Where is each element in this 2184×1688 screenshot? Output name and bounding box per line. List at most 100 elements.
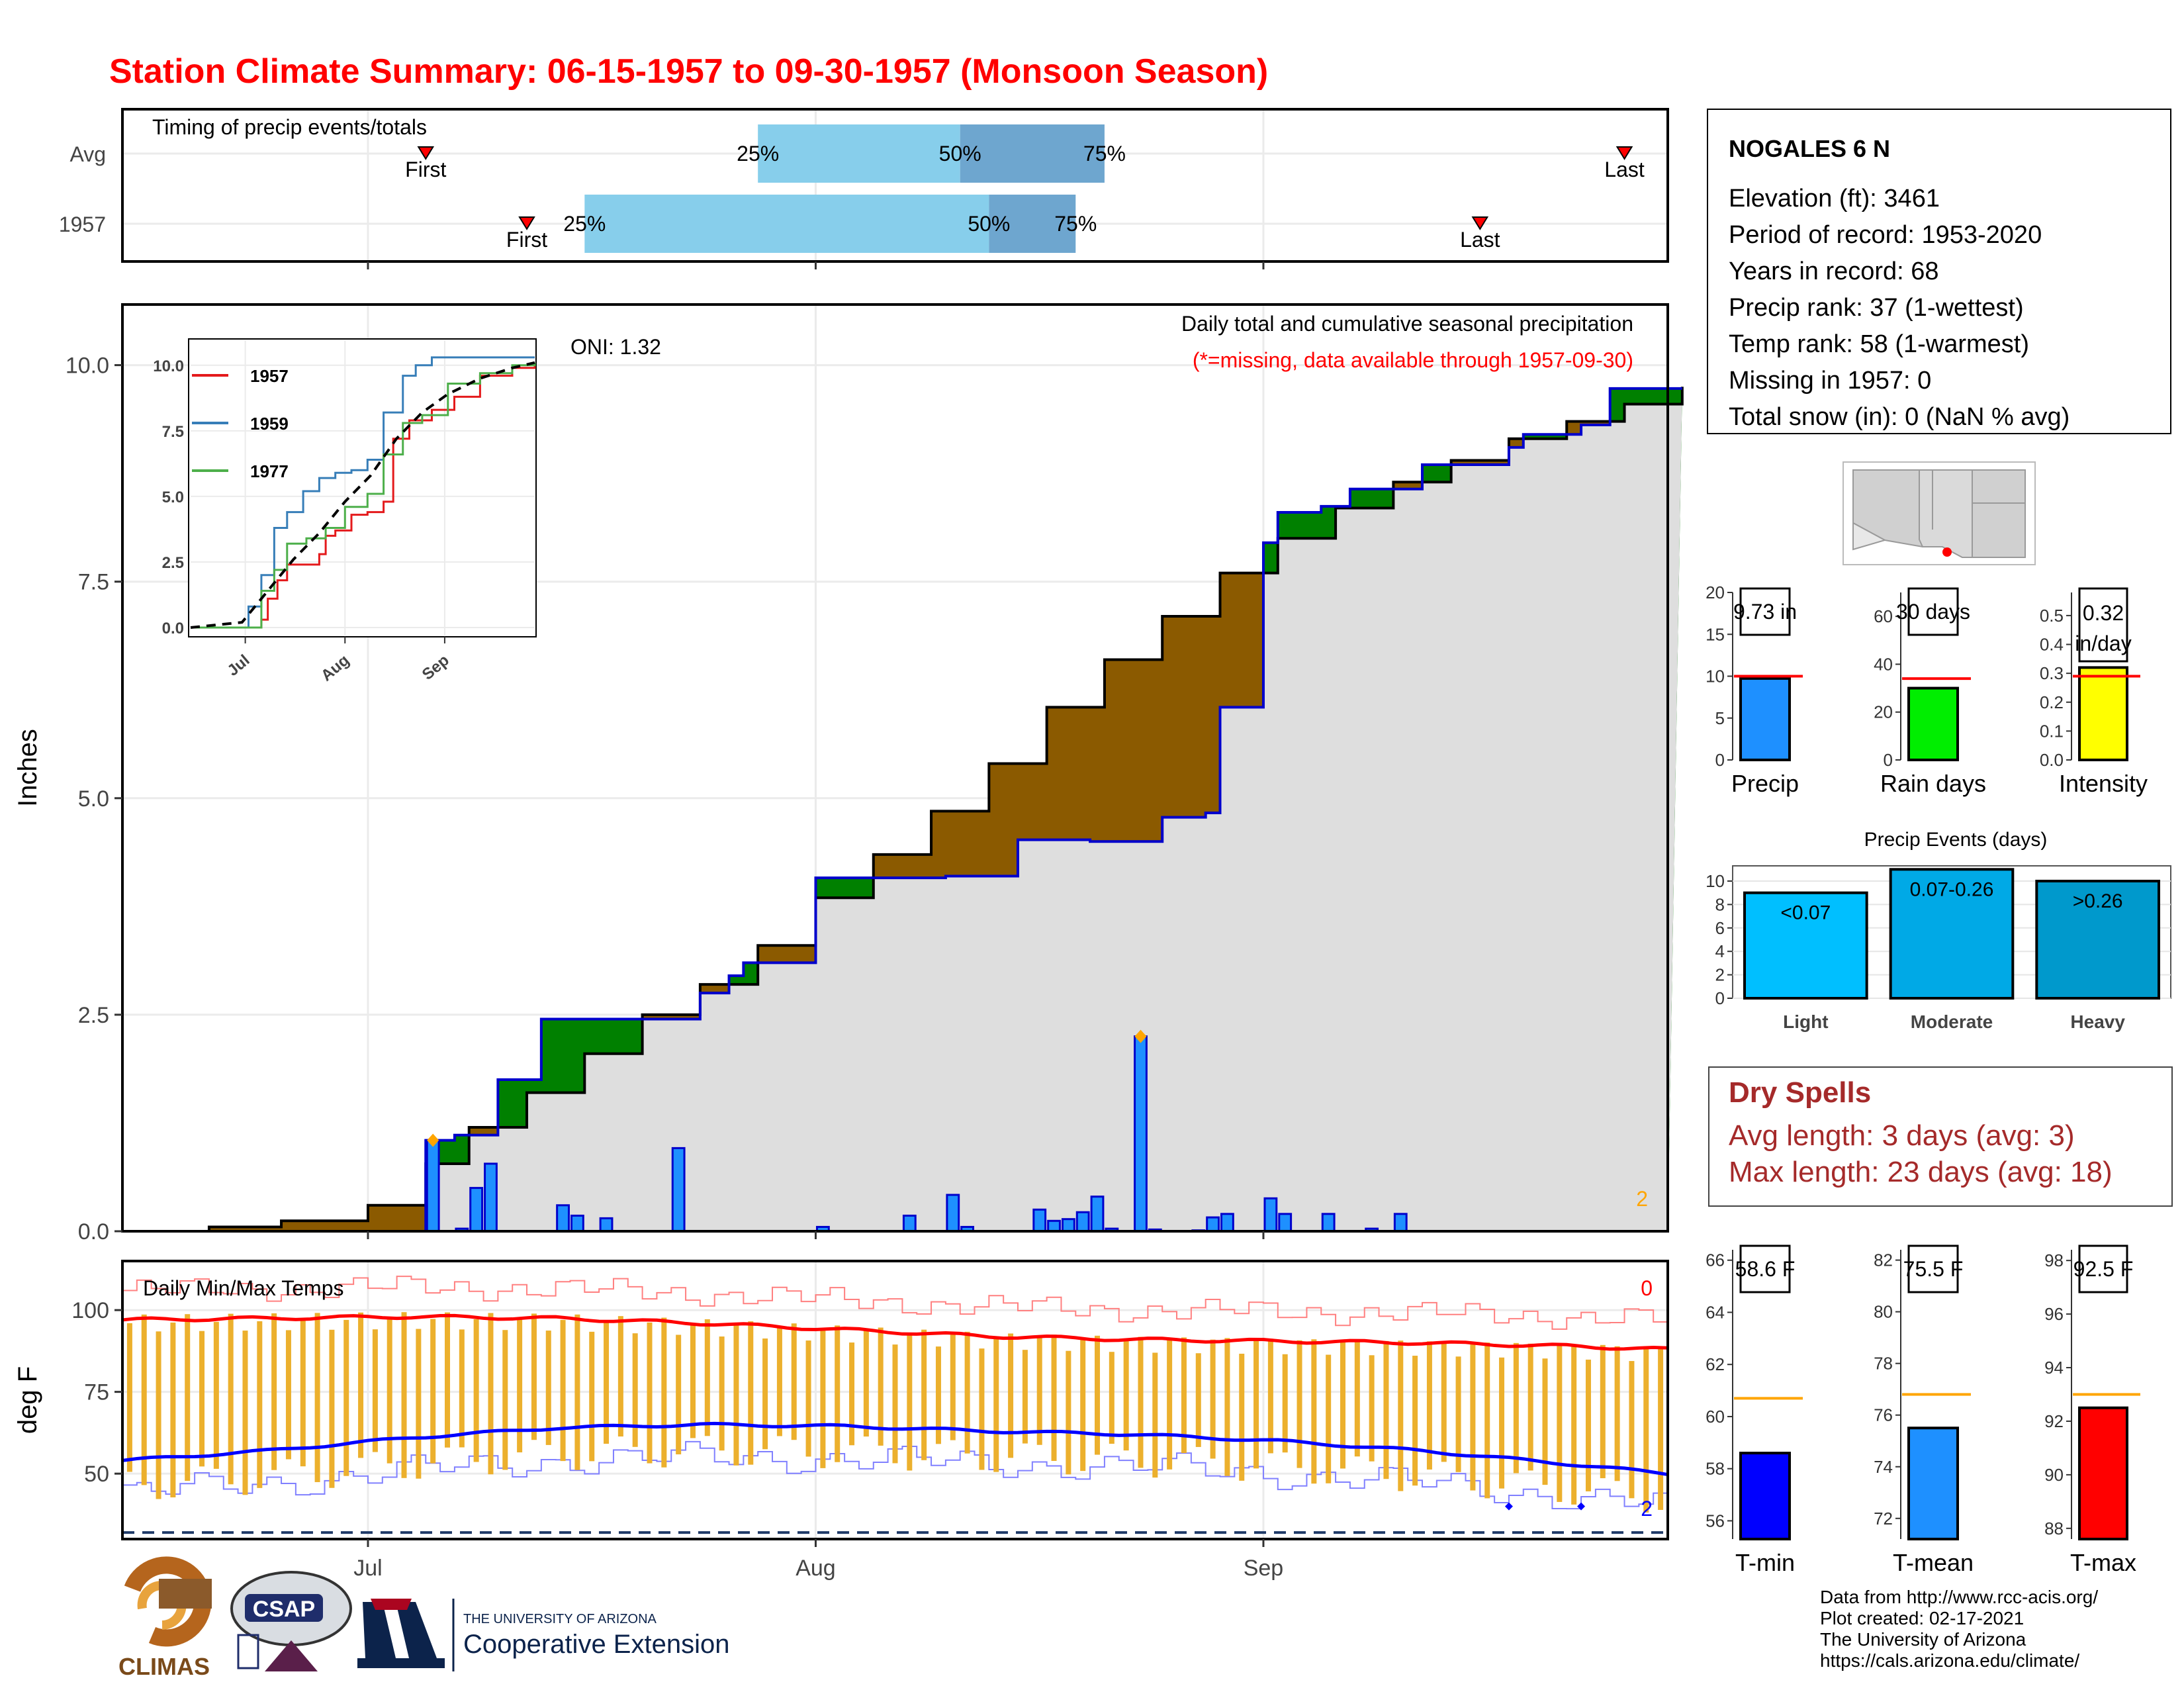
inset-legend-label: 1977 <box>250 461 289 481</box>
climas-logo: CLIMAS <box>118 1556 212 1680</box>
max-precip-marker <box>427 1133 439 1147</box>
daily-temp-bar <box>141 1314 147 1485</box>
events-category-label: Light <box>1783 1011 1828 1032</box>
events-category-label: Heavy <box>2070 1011 2125 1032</box>
rain-days-bar <box>1907 686 1959 761</box>
oni-value: ONI: 1.32 <box>570 335 661 359</box>
daily-temp-bar <box>285 1330 291 1460</box>
daily-temp-bar <box>1282 1354 1288 1453</box>
temperature-panel: 50 75 100 Daily Min/Max Temps 0 2 deg F Ju… <box>13 1260 1669 1581</box>
station-total-snow: Total snow (in): 0 (NaN % avg) <box>1729 403 2070 431</box>
daily-temp-bar <box>1614 1346 1620 1481</box>
daily-temp-bar <box>560 1319 566 1462</box>
precip-events-title: Precip Events (days) <box>1864 829 2048 851</box>
station-years: Years in record: 68 <box>1729 258 1939 285</box>
daily-temp-bar <box>690 1323 696 1438</box>
daily-temp-bar <box>358 1312 364 1458</box>
events-bar-label: 0.07-0.26 <box>1910 878 1994 900</box>
timing-first-label: First <box>506 228 547 252</box>
daily-temp-bar <box>1455 1356 1461 1472</box>
daily-precip-bar <box>1321 1213 1336 1233</box>
daily-temp-bar <box>1036 1336 1042 1445</box>
daily-temp-bar <box>1008 1333 1014 1458</box>
footer-url: https://cals.arizona.edu/climate/ <box>1820 1650 2079 1671</box>
precip-events-chart: Precip Events (days) 0 2 4 6 8 10 <0.07 Light 0.… <box>1706 829 2171 1032</box>
daily-temp-bar <box>257 1321 263 1488</box>
t-min-tick-label: 66 <box>1706 1250 1725 1270</box>
t-min-bar <box>1739 1452 1791 1540</box>
precip-tick-label: 0 <box>1715 750 1725 770</box>
daily-temp-bar <box>748 1321 754 1465</box>
t-mean-bar <box>1907 1427 1959 1540</box>
inset-y-tick-label: 5.0 <box>162 489 184 506</box>
daily-temp-bar <box>776 1327 782 1436</box>
t-max-category-label: T-max <box>2070 1549 2136 1576</box>
daily-temp-bar <box>502 1330 508 1470</box>
daily-temp-bar <box>300 1320 306 1467</box>
daily-precip-bar <box>426 1139 440 1233</box>
observed-cumulative-line <box>136 387 1682 1233</box>
daily-temp-bar <box>1354 1340 1360 1457</box>
daily-precip-bar <box>1061 1218 1075 1233</box>
daily-temp-bar <box>1542 1358 1548 1485</box>
page-title: Station Climate Summary: 06-15-1957 to 0… <box>109 52 1268 91</box>
timing-row-avg-label: Avg <box>69 142 106 166</box>
daily-temp-bar <box>1095 1335 1101 1455</box>
timing-last-marker <box>1615 146 1633 160</box>
daily-temp-bar <box>1369 1355 1375 1462</box>
daily-precip-bar <box>484 1162 498 1233</box>
rain-days-tick-label: 20 <box>1874 702 1893 722</box>
daily-temp-bar <box>589 1331 595 1462</box>
daily-temp-bar <box>213 1321 219 1469</box>
t-mean-tick-label: 76 <box>1874 1405 1893 1425</box>
daily-temp-bar <box>1513 1342 1519 1474</box>
daily-precip-bar <box>556 1204 570 1233</box>
t-max-tick-label: 96 <box>2044 1304 2064 1324</box>
events-bar-moderate <box>1889 868 2015 1000</box>
temp-y-axis-label: deg F <box>13 1366 42 1434</box>
events-tick-label: 0 <box>1715 988 1725 1008</box>
t-min-tick-label: 60 <box>1706 1407 1725 1427</box>
daily-temp-bar <box>1383 1340 1389 1479</box>
t-min-value-label: 58.6 F <box>1735 1257 1796 1281</box>
precip-mini-chart: 0 5 10 15 20 9.73 in Precip <box>1706 583 1803 797</box>
rain-days-value-box <box>1907 587 1959 636</box>
events-category-label: Moderate <box>1911 1011 1993 1032</box>
temp-corner-blue: 2 <box>1641 1497 1653 1521</box>
station-name: NOGALES 6 N <box>1729 135 1890 162</box>
daily-temp-bar <box>704 1319 710 1436</box>
station-period: Period of record: 1953-2020 <box>1729 221 2042 249</box>
precip-y-axis-label: Inches <box>13 729 42 807</box>
daily-precip-bar <box>599 1217 614 1233</box>
t-max-tick-label: 92 <box>2044 1411 2064 1431</box>
daily-temp-bar <box>1527 1343 1533 1471</box>
dry-spells-title: Dry Spells <box>1729 1076 1871 1109</box>
inset-y-tick-label: 0.0 <box>162 620 184 637</box>
daily-temp-bar <box>459 1329 465 1448</box>
precip-value-label: 9.73 in <box>1733 600 1797 624</box>
timing-p50-label: 50% <box>968 212 1010 236</box>
daily-temp-bar <box>935 1346 941 1444</box>
daily-temp-bar <box>1181 1337 1187 1454</box>
events-bar-heavy <box>2035 880 2160 1000</box>
temp-y-tick-label: 75 <box>84 1380 109 1405</box>
station-info-box: NOGALES 6 N Elevation (ft): 3461 Period … <box>1707 109 2171 434</box>
footer-data-source: Data from http://www.rcc-acis.org/ <box>1820 1587 2098 1607</box>
university-of-arizona-logo: THE UNIVERSITY OF ARIZONA Cooperative Ex… <box>357 1599 729 1671</box>
daily-temp-bar <box>604 1321 610 1444</box>
daily-temp-bar <box>1499 1357 1505 1489</box>
precip-note: Daily total and cumulative seasonal prec… <box>1181 312 1633 336</box>
daily-temp-bar <box>242 1331 248 1495</box>
average-min-line <box>122 1421 1668 1477</box>
intensity-tick-label: 0.4 <box>2040 635 2064 655</box>
timing-row-1957-label: 1957 <box>59 212 106 236</box>
daily-temp-bar <box>343 1319 349 1476</box>
daily-temp-bar <box>416 1329 422 1479</box>
average-cumulative-line <box>136 387 1684 1233</box>
precip-tick-label: 5 <box>1715 708 1725 728</box>
daily-temp-bar <box>1340 1340 1345 1469</box>
timing-first-label: First <box>405 158 446 181</box>
dry-spells-avg: Avg length: 3 days (avg: 3) <box>1729 1119 2075 1152</box>
events-tick-label: 2 <box>1715 965 1725 985</box>
daily-precip-bar <box>1090 1196 1105 1233</box>
